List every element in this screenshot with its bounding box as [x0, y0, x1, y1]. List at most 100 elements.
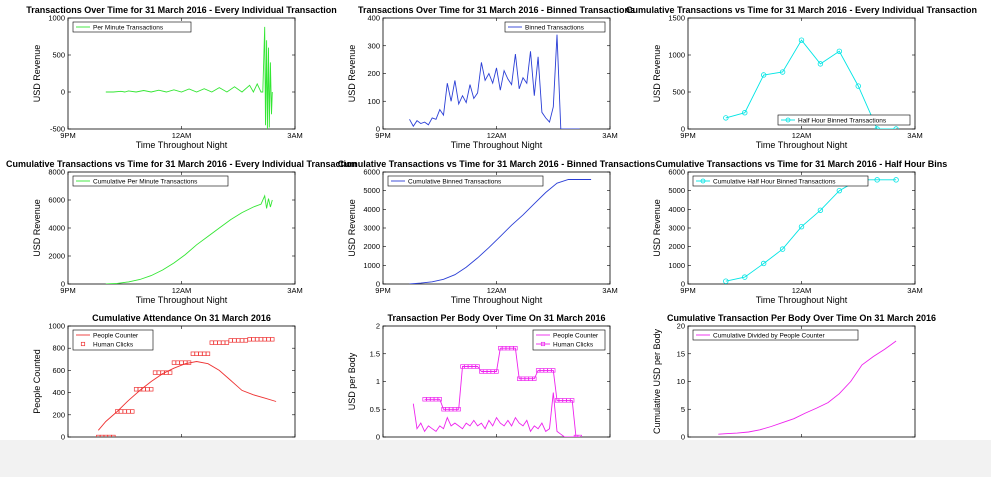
data-point — [760, 72, 767, 78]
series-line-1 — [105, 194, 273, 284]
legend-marker — [80, 341, 86, 347]
x-axis-label: Time Throughout Night — [451, 295, 543, 305]
legend: Binned Transactions — [504, 21, 606, 33]
legend: Cumulative Per Minute Transactions — [72, 175, 229, 187]
data-point — [96, 434, 101, 437]
y-tick-label: 500 — [52, 51, 65, 60]
legend: Half Hour Binned Transactions — [777, 114, 911, 126]
y-tick-label: 200 — [52, 410, 65, 419]
legend-box — [72, 175, 229, 187]
axes-box — [67, 17, 296, 130]
data-point — [224, 340, 230, 345]
legend-box — [504, 21, 606, 33]
series-line-1 — [409, 34, 580, 129]
y-tick-label: 1500 — [668, 14, 685, 23]
x-axis-label: Time Throughout Night — [756, 295, 848, 305]
legend-box — [387, 175, 544, 187]
x-tick-label: 9PM — [375, 439, 390, 440]
data-point — [149, 387, 154, 392]
x-tick-label: 9PM — [680, 131, 695, 140]
y-tick-label: 4000 — [48, 224, 65, 233]
y-axis-label: People Counted — [32, 349, 42, 414]
series-line-1 — [105, 26, 273, 129]
data-point — [798, 37, 805, 43]
y-tick-label: 6000 — [668, 168, 685, 177]
series-group — [96, 337, 277, 437]
legend-box — [777, 114, 911, 126]
y-tick-label: 4000 — [363, 205, 380, 214]
y-tick-label: 0 — [376, 125, 380, 134]
data-point — [893, 126, 899, 129]
legend-label: People Counter — [93, 332, 139, 339]
legend-label: Binned Transactions — [525, 24, 585, 31]
data-point — [836, 48, 843, 54]
y-tick-label: 800 — [52, 344, 65, 353]
x-tick-label: 12AM — [172, 131, 192, 140]
legend: People Counter Human Clicks — [72, 329, 154, 351]
y-tick-label: 0 — [61, 88, 65, 97]
y-tick-label: 500 — [672, 88, 685, 97]
y-tick-label: 0 — [681, 433, 685, 441]
legend-label: Per Minute Transactions — [93, 24, 164, 31]
data-point — [742, 110, 748, 116]
series-group — [409, 34, 580, 129]
x-tick-label: 3AM — [602, 439, 617, 440]
series-group — [105, 26, 273, 129]
y-axis-label: USD Revenue — [32, 199, 42, 257]
x-tick-label: 9PM — [60, 131, 75, 140]
y-tick-label: 3000 — [363, 224, 380, 233]
x-tick-label: 12AM — [172, 286, 192, 295]
y-tick-label: 600 — [52, 366, 65, 375]
data-point — [570, 398, 575, 403]
x-tick-label: 12AM — [487, 286, 507, 295]
data-point — [99, 434, 105, 437]
data-point — [475, 364, 480, 369]
y-tick-label: 5000 — [668, 186, 685, 195]
plot-p1: 9PM 12AM 3AM -500 0 500 1000 Per Minute Transac… — [26, 5, 336, 150]
data-point — [779, 69, 786, 75]
data-point — [855, 83, 861, 89]
data-point — [270, 337, 275, 342]
axes-box — [67, 171, 296, 285]
data-point — [893, 177, 899, 183]
y-tick-label: 1000 — [668, 261, 685, 270]
x-axis-label: Time Throughout Night — [136, 140, 228, 150]
data-point — [779, 246, 786, 252]
legend-label: Cumulative Divided by People Counter — [713, 332, 825, 339]
y-tick-label: 100 — [367, 97, 380, 106]
y-tick-label: 6000 — [363, 168, 380, 177]
legend-box — [72, 329, 154, 351]
data-point — [111, 434, 116, 437]
y-tick-label: 3000 — [668, 224, 685, 233]
y-axis-label: Cumulative USD per Body — [652, 328, 662, 434]
x-tick-label: 9PM — [680, 439, 695, 440]
y-tick-label: 200 — [367, 69, 380, 78]
data-point — [723, 278, 729, 284]
legend-marker — [785, 117, 791, 123]
plot-p8: 9PM 12AM 3AM 0 0.5 1 1.5 2 People Counter Human C… — [347, 313, 618, 440]
legend-box — [692, 329, 859, 341]
y-tick-label: 1000 — [363, 261, 380, 270]
y-tick-label: 1 — [376, 377, 380, 386]
series-group — [723, 37, 899, 129]
y-tick-label: 0.5 — [370, 405, 380, 414]
series-line-1 — [725, 39, 897, 129]
y-tick-label: 0 — [61, 433, 65, 441]
x-tick-label: 9PM — [680, 286, 695, 295]
data-point — [874, 126, 880, 129]
data-point — [760, 260, 767, 267]
data-point — [205, 351, 211, 356]
plot-p2: 9PM 12AM 3AM 0 100 200 300 400 Binned Transactio… — [347, 5, 635, 150]
chart-title: Cumulative Transaction Per Body Over Tim… — [667, 313, 936, 323]
data-point — [107, 434, 112, 437]
x-tick-label: 12AM — [487, 439, 507, 440]
y-tick-label: 1000 — [48, 14, 65, 23]
y-tick-label: 2000 — [48, 252, 65, 261]
y-tick-label: 2000 — [668, 242, 685, 251]
legend-label: Cumulative Half Hour Binned Transactions — [713, 178, 836, 185]
series-group — [409, 179, 592, 284]
y-tick-label: 0 — [61, 280, 65, 289]
plot-p6: 9PM 12AM 3AM0100020003000400050006000Cumul… — [652, 159, 947, 305]
y-tick-label: 0 — [376, 433, 380, 441]
